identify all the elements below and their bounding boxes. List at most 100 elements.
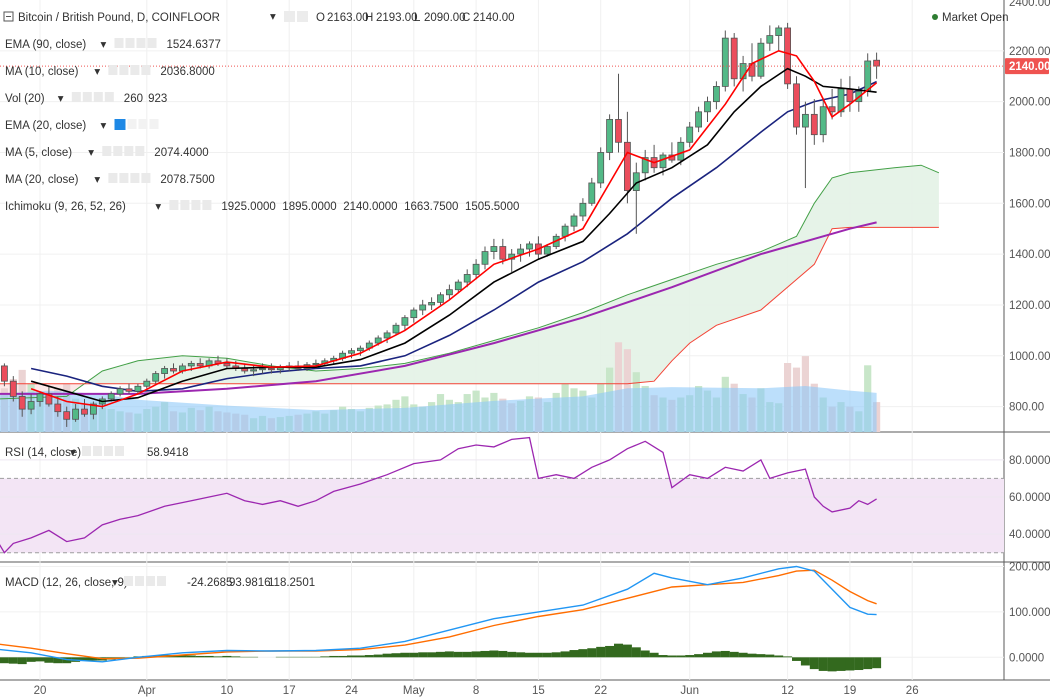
ma-5-line xyxy=(30,49,878,408)
legend-label: Vol (20) xyxy=(5,93,45,105)
price-axis[interactable]: 2200.00 2000.00 1800.00 1600.00 1400.00 1200.… xyxy=(1009,46,1050,414)
legend-dropdown-icon: ▾ xyxy=(101,120,107,132)
candle xyxy=(383,330,391,344)
candle xyxy=(819,99,827,143)
candle xyxy=(81,398,88,417)
candle xyxy=(526,241,533,257)
histogram-bar xyxy=(498,650,508,658)
header-toolbar-icons[interactable] xyxy=(284,11,308,22)
candle-body xyxy=(784,27,791,85)
legend-toolbar-icon xyxy=(130,65,140,75)
legend-row-ema[interactable]: EMA (20, close) ▾ xyxy=(5,119,159,132)
legend-row-vol[interactable]: Vol (20) ▾ 260 923 xyxy=(5,92,167,105)
legend-toolbar-icon xyxy=(149,119,159,129)
candle-body xyxy=(499,246,507,260)
legend-toolbar-icon xyxy=(104,92,114,102)
histogram-bar xyxy=(88,657,98,661)
candle xyxy=(267,363,275,374)
histogram-bar xyxy=(676,655,686,658)
histogram-bar xyxy=(800,657,810,666)
date-axis[interactable]: 20 Apr 10 17 24 May 8 15 22 Jun 12 19 26 xyxy=(34,685,919,697)
candle xyxy=(428,297,436,311)
candle-body xyxy=(463,274,471,283)
collapse-icon[interactable] xyxy=(3,11,14,22)
candle xyxy=(561,223,569,242)
legend-row-ichimoku[interactable]: Ichimoku (9, 26, 52, 26) ▾ 1925.0000 1895.0… xyxy=(5,200,519,213)
svg-text:2090.00: 2090.00 xyxy=(424,12,466,24)
candle-body xyxy=(170,368,177,372)
candle-body xyxy=(54,403,62,413)
rsi-legend-dropdown-icon[interactable]: ▾ xyxy=(70,447,76,459)
histogram-bar xyxy=(569,650,579,658)
svg-text:2193.00: 2193.00 xyxy=(376,12,418,24)
legend-row-ema[interactable]: EMA (90, close) ▾ 1524.6377 xyxy=(5,38,221,51)
date-tick-label: 19 xyxy=(844,685,857,697)
legend-label: MA (20, close) xyxy=(5,174,79,186)
price-tick-label: 2200.00 xyxy=(1009,46,1050,58)
candle-body xyxy=(428,301,436,306)
histogram-bar xyxy=(222,655,232,658)
rsi-axis[interactable]: 80.0000 60.0000 40.0000 xyxy=(1009,455,1050,541)
macd-panel[interactable] xyxy=(0,565,1004,672)
histogram-bar xyxy=(382,653,392,658)
rsi-legend[interactable]: RSI (14, close) ▾ 58.9418 xyxy=(5,446,189,459)
candle-body xyxy=(107,393,115,400)
candle-body xyxy=(526,243,533,250)
senkou-span-b-line xyxy=(0,226,939,385)
indicator-legend[interactable]: EMA (90, close) ▾ 1524.6377 MA (10, close) ▾… xyxy=(5,38,519,213)
legend-row-ma[interactable]: MA (10, close) ▾ 2036.8000 xyxy=(5,65,215,78)
macd-axis[interactable]: 200.0000 100.0000 0.0000 xyxy=(1009,562,1050,665)
candle xyxy=(463,269,471,288)
macd-legend-dropdown-icon[interactable]: ▾ xyxy=(112,577,118,589)
legend-toolbar-icon xyxy=(93,446,102,456)
macd-tick-label: 100.0000 xyxy=(1009,607,1050,619)
histogram-bar xyxy=(213,656,223,658)
histogram-bar xyxy=(204,655,214,658)
histogram-bar xyxy=(427,652,437,658)
candle-body xyxy=(846,88,854,103)
candle xyxy=(713,81,720,110)
date-tick-label: 10 xyxy=(221,685,234,697)
candle xyxy=(72,404,79,422)
candle-body xyxy=(267,368,275,371)
candle xyxy=(686,121,694,148)
histogram-bar xyxy=(489,650,499,658)
candle xyxy=(419,299,427,316)
macd-legend-icons[interactable] xyxy=(124,576,166,586)
candle-body xyxy=(588,182,596,204)
macd-line xyxy=(0,565,877,663)
legend-row-ma[interactable]: MA (20, close) ▾ 2078.7500 xyxy=(5,173,215,186)
rsi-band xyxy=(0,478,1004,553)
rsi-panel[interactable] xyxy=(0,436,1004,554)
candle xyxy=(143,378,151,389)
senkou-span-a-line xyxy=(0,164,940,400)
candle-body xyxy=(517,248,524,255)
candle xyxy=(161,365,169,379)
histogram-bar xyxy=(80,657,89,661)
candle-body xyxy=(90,403,97,415)
candle-body xyxy=(259,368,266,371)
price-tick-label: 1200.00 xyxy=(1009,300,1050,312)
candle-body xyxy=(161,368,169,374)
legend-label: EMA (20, close) xyxy=(5,120,86,132)
legend-toolbar-icon xyxy=(138,119,148,129)
histogram-bar xyxy=(836,657,846,671)
rsi-legend-icons[interactable] xyxy=(82,446,124,456)
legend-row-ma[interactable]: MA (5, close) ▾ 2074.4000 xyxy=(5,146,209,159)
candle-body xyxy=(579,202,587,217)
histogram-bar xyxy=(355,655,365,658)
histogram-bar xyxy=(845,657,855,671)
histogram-bar xyxy=(818,657,828,671)
histogram-bar xyxy=(631,647,641,658)
histogram-bar xyxy=(783,656,793,658)
histogram-bar xyxy=(17,657,27,665)
macd-legend[interactable]: MACD (12, 26, close, 9) ▾ -24.2685 93.98… xyxy=(5,576,315,589)
histogram-bar xyxy=(329,655,339,658)
candle xyxy=(45,386,53,407)
header-dropdown-icon[interactable]: ▾ xyxy=(270,11,276,23)
legend-toolbar-icon xyxy=(136,38,146,48)
symbol-title[interactable]: Bitcoin / British Pound, D, COINFLOOR xyxy=(18,12,220,24)
price-tick-label: 1400.00 xyxy=(1009,249,1050,261)
candle-body xyxy=(356,347,364,352)
